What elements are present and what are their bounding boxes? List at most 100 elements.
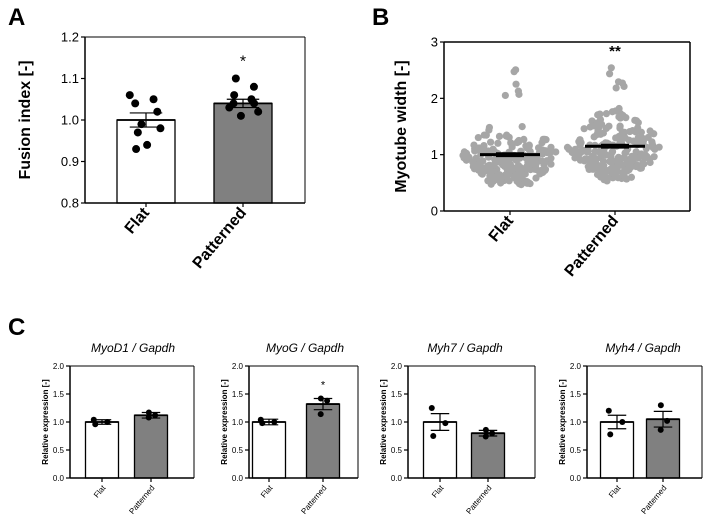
b-data-point — [500, 157, 509, 165]
c1-category-label: Patterned — [127, 484, 156, 516]
b-data-point — [596, 110, 604, 118]
c3-data-point — [442, 420, 449, 427]
b-data-point — [631, 153, 639, 161]
b-data-point — [616, 122, 624, 130]
b-data-point — [655, 143, 663, 151]
b-data-point — [487, 175, 495, 184]
c4-data-point — [657, 426, 664, 433]
b-data-point — [569, 149, 577, 157]
c1-ytick-label: 0.5 — [53, 446, 65, 455]
c3-ylabel: Relative expression [-] — [379, 379, 388, 465]
c3-ytick-label: 1.5 — [391, 390, 403, 399]
b-data-point — [484, 147, 492, 155]
a-ytick-label: 1.2 — [61, 30, 79, 45]
b-data-point — [594, 127, 602, 135]
c3-ytick-label: 0.5 — [391, 446, 403, 455]
c4-category-label: Flat — [607, 483, 623, 500]
b-data-point — [485, 123, 494, 132]
b-data-point — [506, 160, 514, 168]
b-data-point — [588, 152, 597, 160]
b-data-point — [580, 125, 588, 133]
b-data-point — [513, 171, 521, 179]
a-data-point — [231, 74, 240, 83]
c1-ytick-label: 1.0 — [53, 418, 65, 427]
a-data-point — [125, 91, 134, 100]
b-data-point — [485, 161, 493, 169]
c2-title: MyoG / Gapdh — [266, 341, 344, 355]
c1-bar — [133, 414, 169, 479]
a-ytick-label: 0.9 — [61, 154, 79, 169]
b-data-point — [584, 147, 592, 155]
b-data-point — [502, 132, 510, 140]
c1-ytick-label: 1.5 — [53, 390, 65, 399]
c1-ytick-label: 0.0 — [53, 474, 65, 483]
c3-title: Myh7 / Gapdh — [427, 341, 503, 355]
b-data-point — [575, 138, 583, 146]
a-data-point — [143, 140, 152, 149]
b-data-point — [612, 84, 620, 92]
b-data-point — [474, 133, 482, 142]
b-data-point — [524, 178, 532, 186]
a-data-point — [230, 91, 239, 100]
b-data-point — [475, 166, 483, 174]
b-data-point — [470, 160, 478, 168]
b-data-point — [518, 122, 526, 131]
c4-bar — [599, 421, 635, 479]
c3-category-label: Patterned — [464, 484, 493, 516]
b-category-label: Patterned — [562, 213, 622, 280]
b-data-point — [534, 144, 543, 152]
b-data-point — [635, 135, 643, 143]
b-data-point — [599, 129, 607, 137]
b-data-point — [636, 163, 644, 171]
b-data-point — [622, 175, 631, 183]
c1-bar — [84, 421, 120, 479]
c4-ytick-label: 2.0 — [570, 362, 582, 371]
c3-data-point — [428, 405, 435, 411]
c4-category-label: Patterned — [639, 484, 668, 516]
b-data-point — [618, 169, 626, 177]
c4-ytick-label: 1.0 — [570, 418, 582, 427]
c4-title: Myh4 / Gapdh — [605, 341, 681, 355]
b-data-point — [487, 138, 495, 146]
b-data-point — [522, 164, 531, 173]
b-data-point — [541, 165, 550, 173]
a-data-point — [254, 107, 263, 116]
b-data-point — [507, 139, 515, 147]
b-data-point — [503, 173, 511, 181]
c4-ytick-label: 0.5 — [570, 446, 582, 455]
b-data-point — [547, 154, 555, 162]
c2-data-point — [324, 397, 331, 404]
b-data-point — [632, 148, 640, 156]
a-ytick-label: 1.1 — [61, 71, 79, 86]
b-data-point — [480, 131, 488, 139]
c2-ytick-label: 0.5 — [232, 446, 244, 455]
b-ytick-label: 1 — [431, 147, 438, 162]
c2-bar — [251, 421, 287, 479]
c4-ytick-label: 1.5 — [570, 390, 582, 399]
c2-category-label: Flat — [259, 483, 275, 500]
b-data-point — [625, 136, 633, 144]
b-data-point — [617, 132, 625, 140]
c4-data-point — [605, 407, 612, 414]
a-data-point — [133, 128, 142, 137]
b-data-point — [614, 159, 622, 167]
b-data-point — [495, 132, 504, 140]
a-ylabel: Fusion index [-] — [17, 60, 34, 179]
a-data-point — [132, 145, 141, 154]
b-data-point — [532, 162, 540, 170]
c4-data-point — [607, 431, 614, 438]
b-data-point — [599, 157, 608, 166]
b-data-point — [621, 149, 629, 157]
b-ytick-label: 0 — [431, 204, 438, 219]
b-data-point — [536, 167, 544, 175]
b-data-point — [607, 165, 615, 173]
a-significance: * — [240, 54, 246, 71]
a-data-point — [131, 99, 140, 108]
b-data-point — [597, 173, 605, 181]
b-data-point — [547, 143, 555, 151]
c2-data-point — [317, 411, 324, 418]
